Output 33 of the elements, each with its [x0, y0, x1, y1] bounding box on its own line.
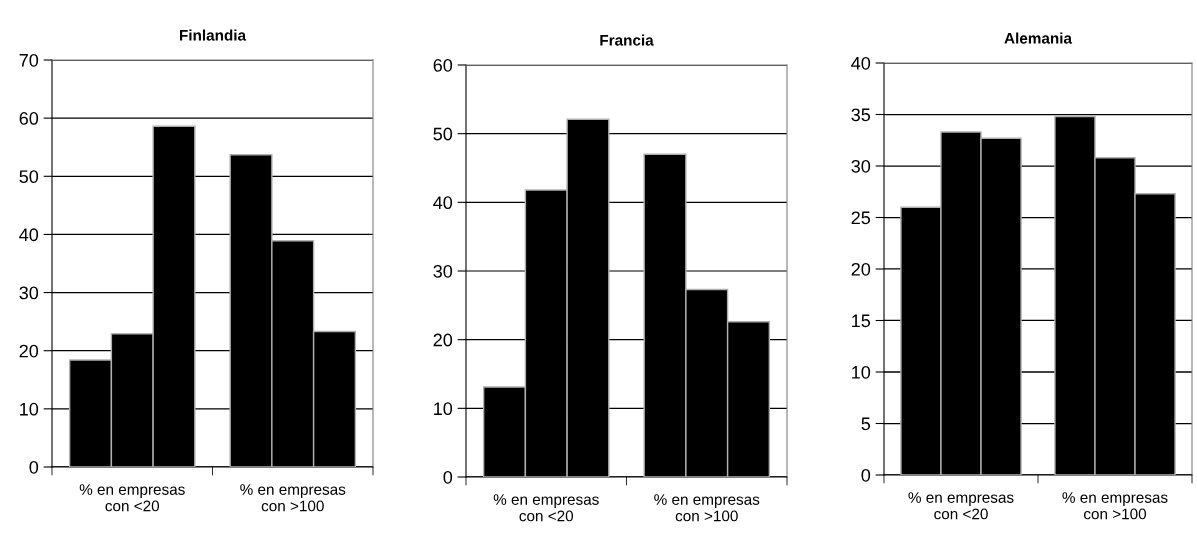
y-tick-label: 20 [19, 344, 39, 358]
chart-title: Alemania [1004, 32, 1073, 44]
y-tick-label: 30 [851, 159, 871, 173]
y-tick-label: 10 [20, 402, 39, 416]
y-tick-label: 30 [433, 264, 453, 278]
chart-title: Francia [600, 34, 654, 46]
x-tick-label: % en empresas con <20 [79, 484, 185, 512]
y-tick-label: 20 [433, 333, 453, 347]
y-tick-label: 50 [433, 127, 453, 141]
y-tick-label: 60 [19, 112, 39, 125]
x-tick-label: % en empresas con >100 [240, 484, 346, 512]
y-tick-label: 60 [433, 58, 453, 72]
y-tick-label: 40 [19, 228, 39, 242]
y-tick-label: 25 [851, 211, 871, 225]
y-tick-label: 30 [19, 286, 39, 300]
y-tick-label: 70 [19, 53, 39, 67]
x-tick-label: % en empresas con >100 [654, 494, 760, 522]
y-tick-label: 20 [851, 262, 871, 276]
y-tick-label: 10 [852, 365, 871, 379]
x-tick-label: % en empresas con <20 [908, 492, 1014, 520]
y-tick-label: 35 [851, 108, 871, 122]
chart-title: Finlandia [180, 29, 247, 41]
x-tick-label: % en empresas con >100 [1062, 492, 1168, 520]
y-tick-label: 10 [434, 402, 453, 416]
x-tick-label: % en empresas con <20 [493, 494, 599, 522]
y-tick-label: 40 [433, 196, 453, 210]
y-tick-label: 0 [443, 470, 453, 484]
y-tick-label: 0 [29, 460, 39, 474]
y-tick-label: 50 [19, 170, 39, 184]
y-tick-label: 0 [861, 468, 871, 482]
y-tick-label: 40 [851, 56, 871, 70]
y-tick-label: 5 [861, 417, 871, 431]
y-tick-label: 15 [852, 314, 871, 328]
